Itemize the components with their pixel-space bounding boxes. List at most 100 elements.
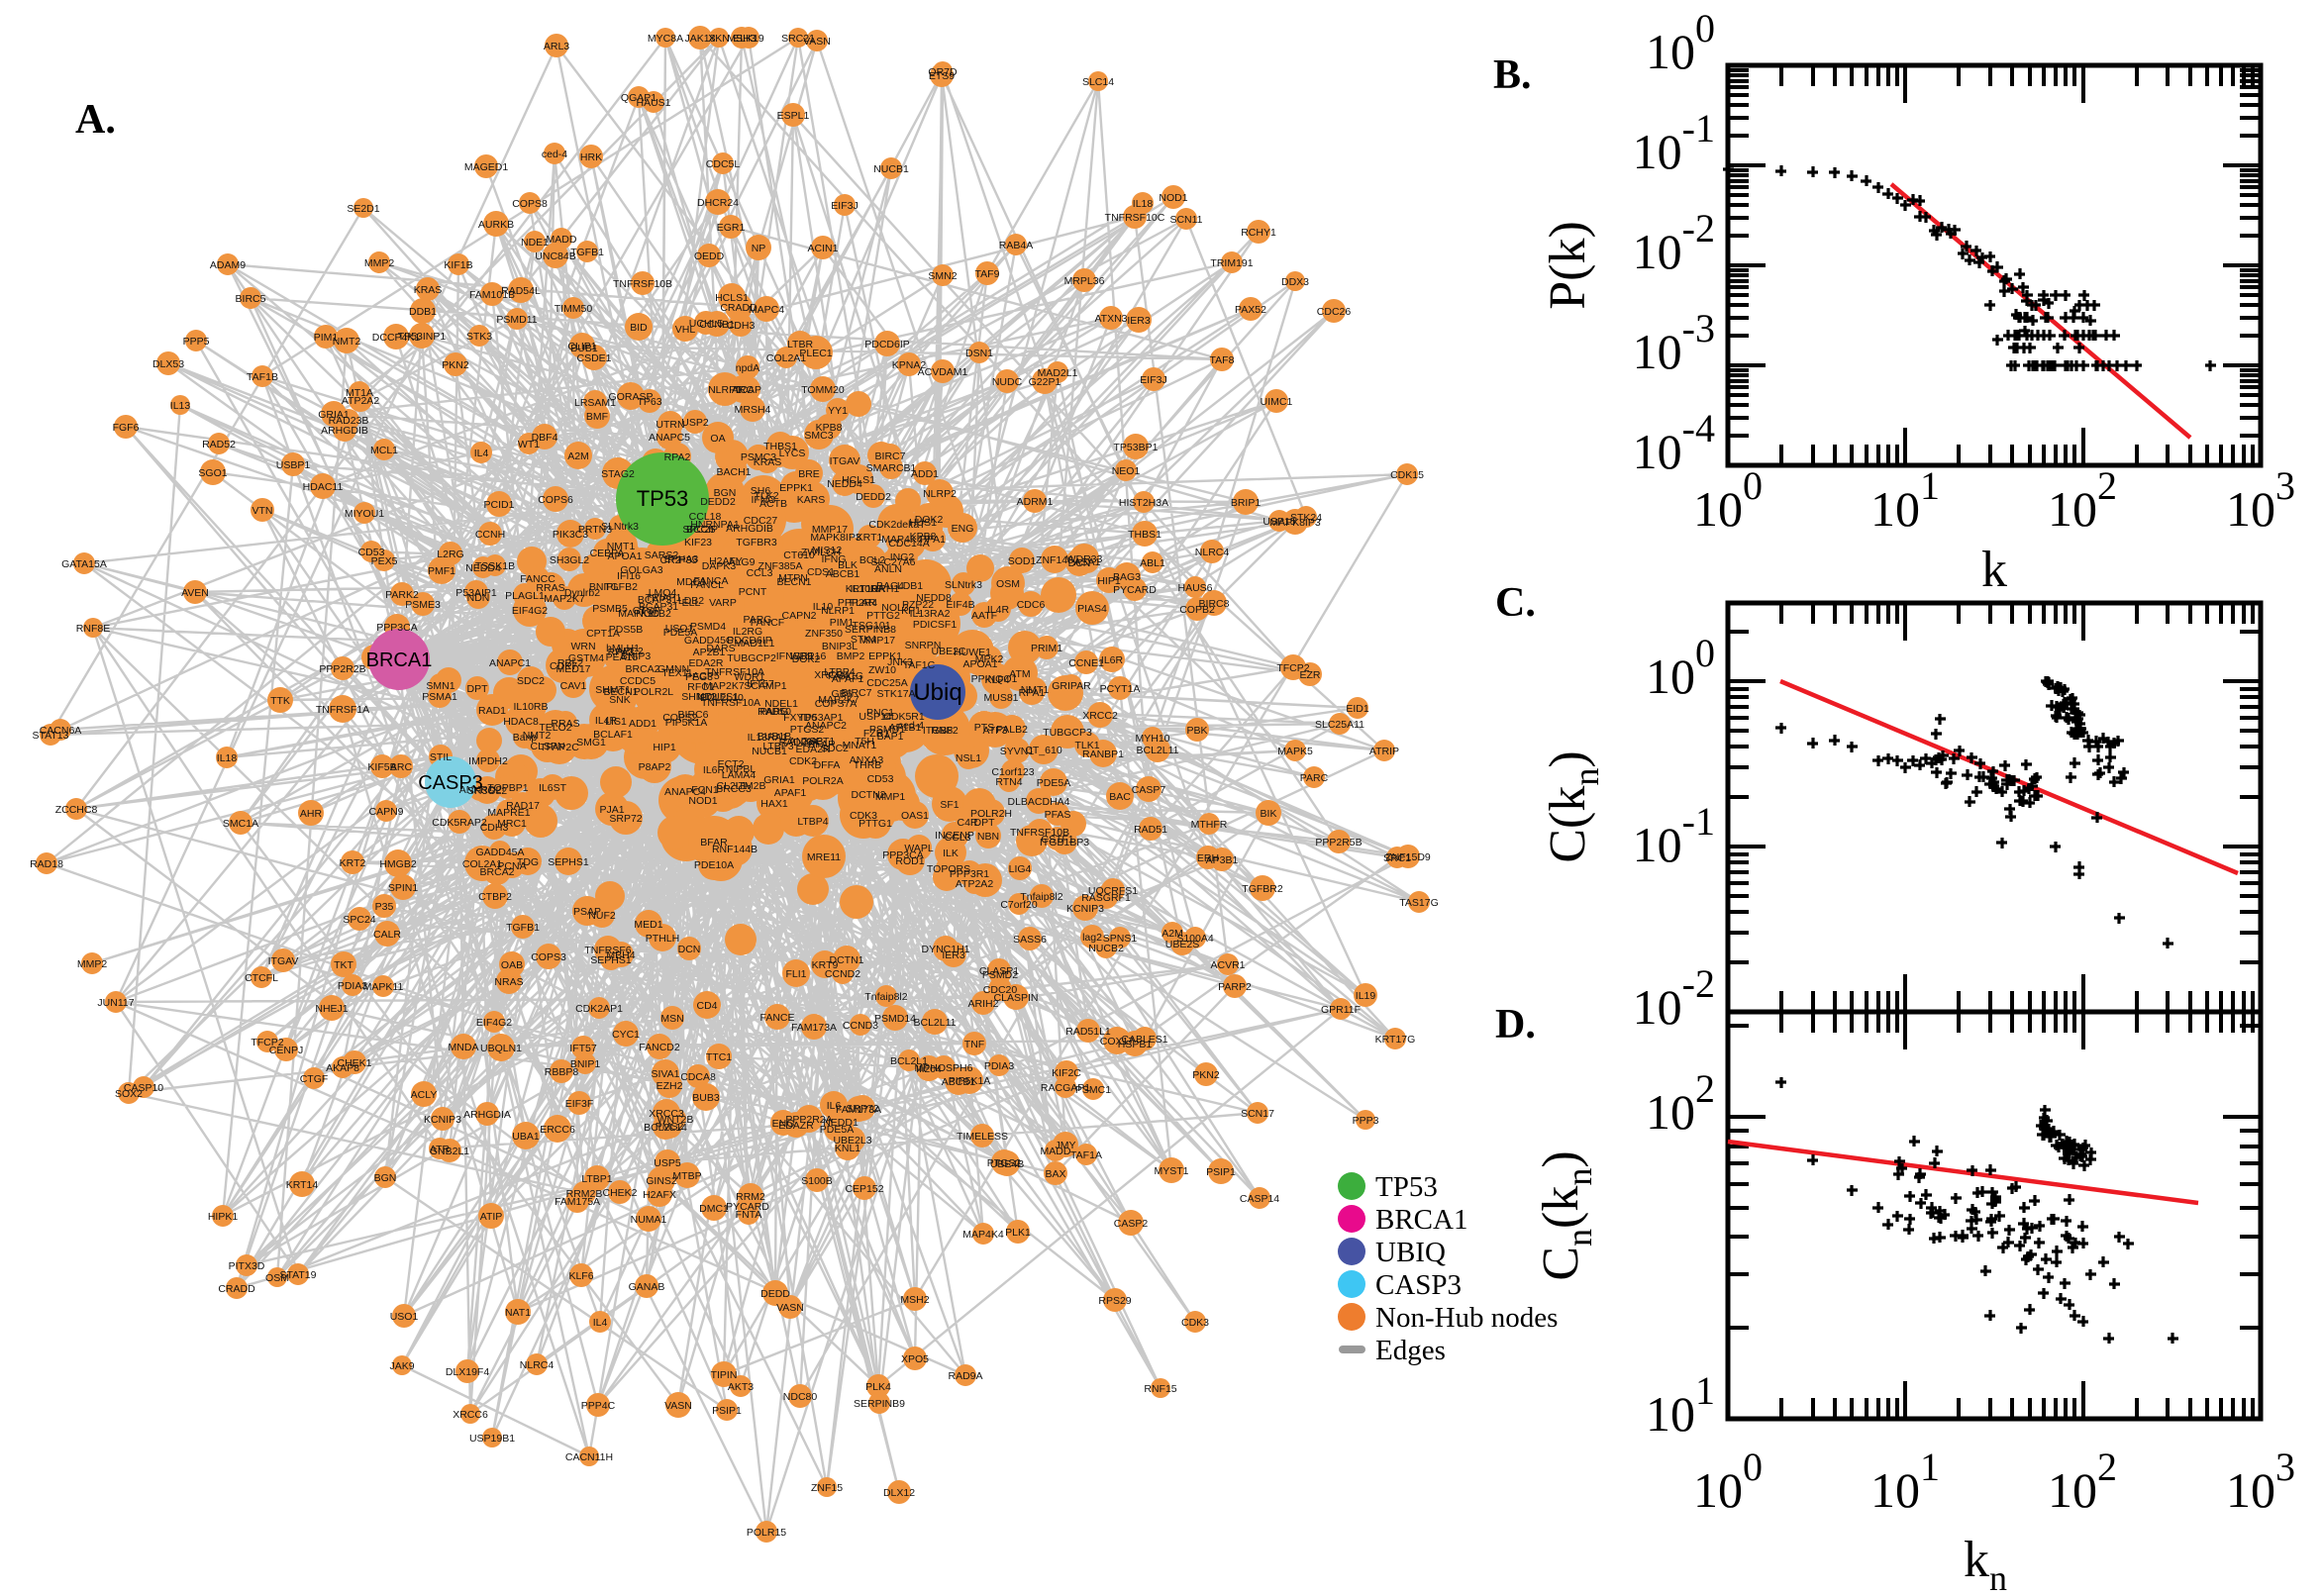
svg-text:VARP: VARP: [709, 597, 737, 609]
svg-text:ATF3: ATF3: [983, 725, 1008, 737]
svg-text:CD4: CD4: [696, 1000, 717, 1012]
svg-text:ILK: ILK: [943, 848, 959, 859]
svg-text:CDC14A: CDC14A: [888, 538, 929, 549]
svg-text:CASP14: CASP14: [1240, 1193, 1279, 1205]
svg-text:COL2A1: COL2A1: [766, 352, 806, 364]
svg-text:MSN: MSN: [660, 1013, 683, 1025]
svg-text:TEX11: TEX11: [661, 667, 692, 679]
svg-text:Tnfaip8l2: Tnfaip8l2: [864, 991, 907, 1003]
svg-text:CDK5R1: CDK5R1: [883, 711, 925, 723]
svg-text:A2M: A2M: [1162, 928, 1183, 940]
svg-text:CACN11H: CACN11H: [565, 1451, 613, 1463]
svg-text:PJA1: PJA1: [599, 804, 624, 816]
svg-text:DHCR24: DHCR24: [697, 197, 739, 209]
svg-text:DDX3: DDX3: [1281, 276, 1309, 288]
svg-text:MRPL36: MRPL36: [1064, 275, 1105, 287]
svg-text:FAM101B: FAM101B: [469, 289, 515, 301]
svg-text:MPK2: MPK2: [975, 653, 1004, 665]
svg-text:103: 103: [2226, 463, 2295, 537]
svg-text:P8AP2: P8AP2: [639, 761, 671, 773]
svg-text:IFNG: IFNG: [751, 494, 775, 506]
svg-text:LRSAM1: LRSAM1: [574, 397, 616, 409]
svg-text:CYC1: CYC1: [612, 1029, 640, 1041]
svg-text:Edges: Edges: [1375, 1335, 1446, 1366]
svg-text:FCN1: FCN1: [691, 784, 719, 796]
svg-text:VTN: VTN: [252, 505, 273, 517]
svg-text:MAP4K4: MAP4K4: [962, 1229, 1004, 1241]
svg-text:DMC1: DMC1: [699, 1203, 729, 1215]
svg-text:KP1: KP1: [901, 605, 921, 617]
svg-text:ITGAV: ITGAV: [830, 455, 860, 467]
svg-text:PARC: PARC: [1300, 772, 1329, 784]
svg-text:PTHLH: PTHLH: [646, 933, 679, 945]
svg-text:OR7D: OR7D: [928, 66, 958, 78]
svg-text:HUS1: HUS1: [909, 517, 937, 529]
svg-text:JNK3: JNK3: [887, 656, 913, 668]
svg-text:PCYT1A: PCYT1A: [1100, 683, 1141, 695]
svg-text:BIRC8: BIRC8: [1199, 598, 1230, 610]
svg-text:RAD17: RAD17: [506, 800, 540, 812]
svg-text:PIK3C3: PIK3C3: [553, 529, 588, 541]
svg-text:CABLES1: CABLES1: [1121, 1034, 1167, 1046]
svg-text:BLK: BLK: [838, 559, 858, 571]
svg-text:MMP1: MMP1: [875, 791, 905, 803]
svg-text:PYCARD: PYCARD: [726, 1201, 769, 1213]
svg-text:BRE: BRE: [798, 468, 820, 480]
svg-text:RNF15: RNF15: [1144, 1383, 1176, 1395]
svg-text:PARP2: PARP2: [1218, 981, 1252, 993]
svg-text:TTK: TTK: [270, 695, 290, 707]
svg-text:PCNA: PCNA: [497, 860, 526, 872]
svg-text:RPS29: RPS29: [1098, 1295, 1131, 1307]
svg-text:FANCA: FANCA: [693, 575, 728, 587]
svg-text:BIRC5: BIRC5: [236, 293, 266, 305]
svg-text:PSMC3: PSMC3: [741, 451, 776, 463]
svg-text:ATRIP: ATRIP: [1369, 746, 1399, 757]
svg-text:IL4: IL4: [593, 1317, 608, 1329]
svg-text:GATA15A: GATA15A: [61, 558, 107, 570]
svg-text:ELK19: ELK19: [733, 33, 764, 45]
svg-text:BAG3: BAG3: [1113, 571, 1141, 583]
svg-text:TOPBP1: TOPBP1: [487, 782, 528, 794]
svg-text:XPO5: XPO5: [901, 1353, 929, 1365]
svg-text:NOL3: NOL3: [881, 602, 909, 614]
svg-text:SPC25: SPC25: [682, 524, 715, 536]
svg-text:IFT57: IFT57: [569, 1043, 597, 1054]
svg-text:COPB2: COPB2: [1179, 604, 1215, 616]
svg-text:RAD18: RAD18: [30, 858, 63, 870]
svg-text:100: 100: [1646, 631, 1715, 704]
svg-text:RFC1: RFC1: [687, 681, 715, 693]
svg-text:VASN: VASN: [664, 1400, 692, 1412]
svg-text:ZNF15: ZNF15: [811, 1482, 843, 1494]
svg-text:KRT9: KRT9: [812, 959, 839, 971]
svg-text:PSME3: PSME3: [405, 599, 441, 611]
svg-text:TP53AP1: TP53AP1: [799, 712, 844, 724]
svg-text:ING2: ING2: [890, 551, 915, 563]
svg-text:PKN2: PKN2: [442, 359, 469, 371]
svg-text:PPP3CA: PPP3CA: [882, 849, 923, 861]
svg-text:CACN6A: CACN6A: [40, 725, 82, 737]
svg-text:PRIM1: PRIM1: [1031, 643, 1062, 654]
svg-text:CDC20: CDC20: [983, 984, 1018, 996]
svg-text:APAF1: APAF1: [774, 787, 807, 799]
svg-text:ARL3: ARL3: [544, 41, 569, 52]
svg-text:TELO2: TELO2: [539, 722, 571, 734]
svg-text:IL19: IL19: [1356, 990, 1376, 1002]
svg-text:DBF4: DBF4: [532, 432, 558, 444]
svg-text:RPA3: RPA3: [608, 647, 635, 658]
svg-text:KLF4: KLF4: [984, 674, 1009, 686]
svg-text:MMP2: MMP2: [77, 958, 107, 970]
svg-text:COL2A1: COL2A1: [462, 858, 502, 870]
svg-text:BCLAF1: BCLAF1: [593, 729, 633, 741]
svg-text:LIS1: LIS1: [605, 716, 627, 728]
svg-text:TDG: TDG: [517, 856, 539, 868]
svg-text:GSTM4: GSTM4: [568, 652, 604, 664]
svg-text:KLF6: KLF6: [568, 1270, 593, 1282]
svg-text:Tnfaip8l2: Tnfaip8l2: [1020, 891, 1062, 903]
svg-text:HDAC8: HDAC8: [503, 716, 539, 728]
svg-text:KPNA2: KPNA2: [892, 359, 927, 371]
svg-text:SRP72: SRP72: [846, 1103, 878, 1115]
svg-text:ARIH2: ARIH2: [968, 998, 999, 1010]
svg-text:PSMC1: PSMC1: [1075, 1084, 1111, 1096]
svg-text:CTBP2: CTBP2: [478, 891, 512, 903]
svg-text:PSMD4: PSMD4: [690, 621, 726, 633]
